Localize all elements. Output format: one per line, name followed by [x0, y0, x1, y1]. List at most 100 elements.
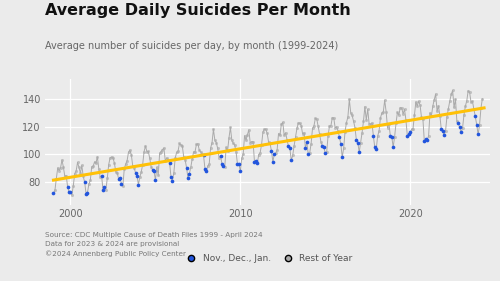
Point	[288, 158, 296, 163]
Point	[310, 124, 318, 128]
Point	[108, 155, 116, 159]
Point	[250, 160, 258, 164]
Point	[94, 155, 102, 159]
Point	[336, 135, 344, 139]
Point	[402, 118, 410, 122]
Point	[472, 123, 480, 127]
Text: Average number of suicides per day, by month (1999-2024): Average number of suicides per day, by m…	[45, 41, 338, 51]
Point	[320, 145, 328, 150]
Point	[468, 99, 476, 103]
Point	[426, 111, 434, 115]
Point	[332, 124, 340, 129]
Point	[132, 171, 140, 175]
Point	[246, 141, 254, 145]
Point	[252, 158, 260, 163]
Point	[126, 148, 134, 152]
Point	[50, 191, 58, 196]
Point	[288, 153, 296, 158]
Point	[171, 156, 179, 160]
Point	[352, 138, 360, 142]
Point	[100, 185, 108, 189]
Point	[447, 92, 455, 97]
Point	[413, 104, 421, 108]
Point	[72, 169, 80, 173]
Point	[290, 144, 298, 148]
Point	[239, 152, 247, 157]
Point	[350, 119, 358, 123]
Point	[201, 166, 209, 171]
Point	[88, 165, 96, 169]
Point	[302, 146, 310, 150]
Point	[196, 148, 203, 152]
Point	[298, 132, 306, 136]
Point	[366, 122, 374, 126]
Point	[84, 190, 92, 195]
Point	[284, 144, 292, 149]
Point	[269, 160, 277, 164]
Point	[212, 140, 220, 145]
Point	[182, 165, 190, 170]
Point	[177, 143, 185, 147]
Point	[128, 153, 136, 157]
Point	[410, 113, 418, 117]
Point	[82, 191, 90, 196]
Point	[222, 145, 230, 150]
Point	[146, 156, 154, 161]
Point	[453, 119, 461, 124]
Point	[118, 182, 126, 186]
Point	[120, 167, 128, 171]
Point	[394, 110, 402, 115]
Point	[467, 100, 475, 105]
Point	[351, 125, 359, 130]
Point	[304, 152, 312, 157]
Point	[218, 161, 226, 166]
Point	[328, 115, 336, 120]
Point	[322, 150, 330, 155]
Point	[110, 160, 118, 165]
Point	[260, 127, 268, 132]
Point	[130, 166, 138, 171]
Point	[463, 98, 471, 103]
Point	[308, 126, 316, 131]
Point	[208, 140, 216, 145]
Point	[424, 134, 432, 139]
Point	[76, 171, 84, 176]
Point	[371, 145, 379, 150]
Point	[192, 142, 200, 147]
Point	[186, 171, 194, 176]
Point	[466, 90, 473, 95]
Point	[364, 107, 372, 112]
Point	[395, 113, 403, 117]
Point	[89, 164, 97, 169]
Point	[137, 170, 145, 174]
Point	[378, 111, 386, 115]
Point	[109, 156, 117, 160]
Point	[52, 176, 60, 181]
Point	[180, 155, 188, 159]
Point	[263, 131, 271, 136]
Point	[474, 132, 482, 137]
Point	[176, 141, 184, 146]
Point	[74, 160, 82, 165]
Point	[196, 149, 204, 154]
Point	[245, 128, 253, 132]
Point	[478, 97, 486, 101]
Point	[181, 158, 189, 162]
Point	[330, 116, 338, 120]
Point	[85, 182, 93, 186]
Point	[228, 138, 236, 142]
Point	[365, 122, 373, 126]
Point	[172, 150, 180, 155]
Point	[220, 164, 228, 169]
Point	[384, 126, 392, 130]
Point	[170, 171, 178, 175]
Point	[470, 107, 478, 112]
Point	[229, 141, 237, 146]
Point	[78, 163, 86, 168]
Point	[362, 118, 370, 122]
Point	[70, 183, 78, 188]
Point	[458, 126, 466, 130]
Point	[324, 133, 332, 138]
Point	[438, 127, 446, 132]
Point	[396, 105, 404, 110]
